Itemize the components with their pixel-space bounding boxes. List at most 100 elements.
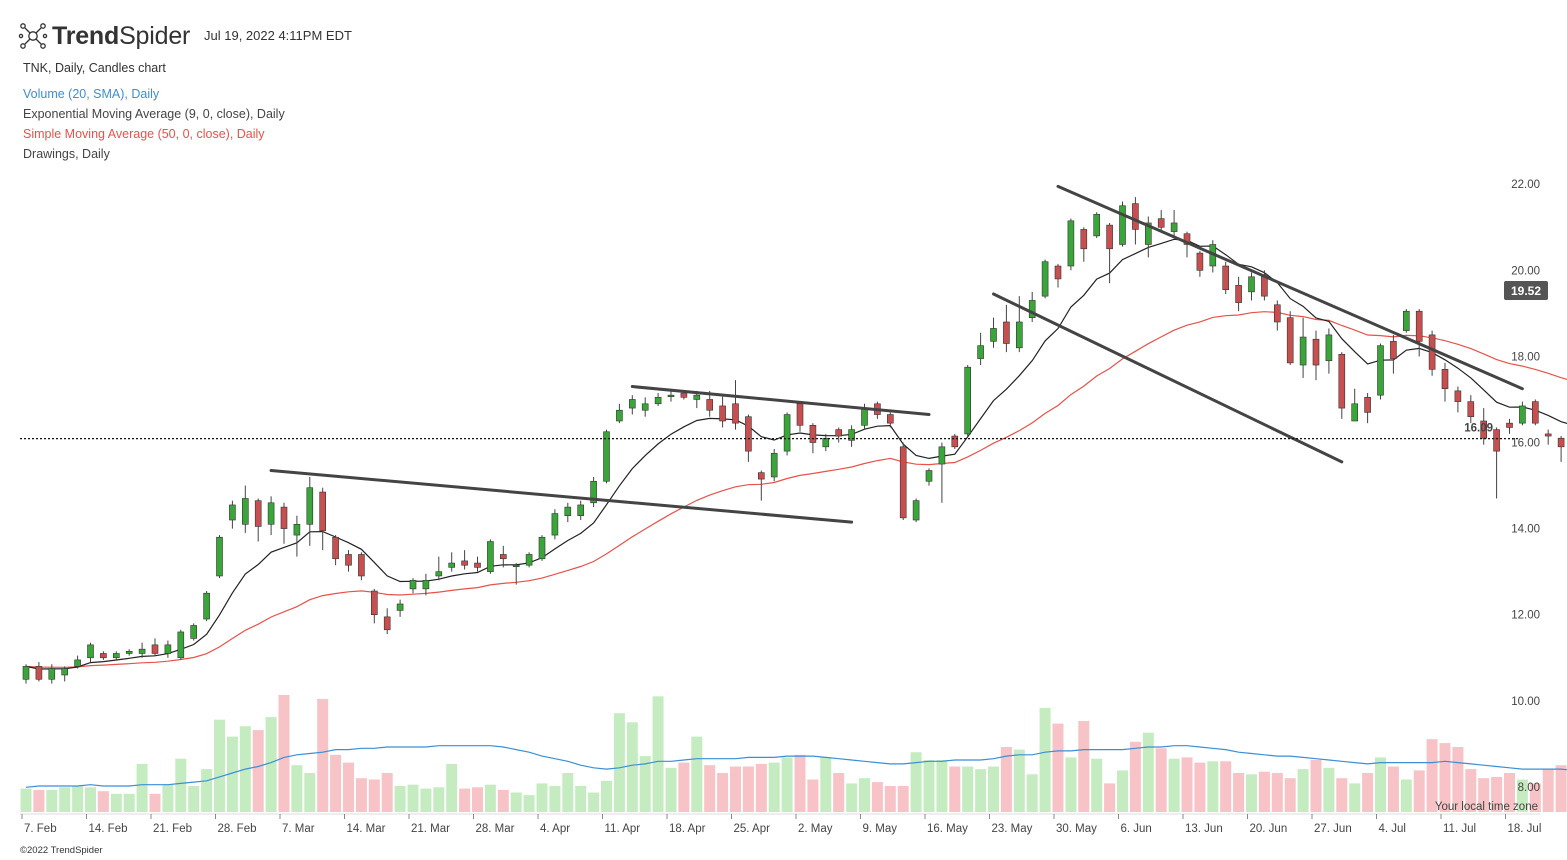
candle[interactable]	[1274, 300, 1281, 331]
candle[interactable]	[1454, 386, 1462, 413]
candle[interactable]	[1028, 291, 1036, 322]
candle[interactable]	[61, 666, 69, 682]
candle[interactable]	[628, 395, 636, 415]
candle[interactable]	[461, 550, 468, 570]
candle[interactable]	[216, 535, 223, 579]
candle[interactable]	[1544, 429, 1552, 445]
candle[interactable]	[590, 476, 597, 508]
candle[interactable]	[1080, 227, 1088, 262]
candle[interactable]	[757, 470, 765, 501]
candle[interactable]	[1299, 317, 1307, 378]
candle[interactable]	[383, 608, 391, 635]
candle[interactable]	[796, 401, 804, 432]
candle[interactable]	[1222, 261, 1229, 294]
candle[interactable]	[293, 515, 301, 557]
candle[interactable]	[512, 563, 520, 585]
candle[interactable]	[654, 393, 662, 406]
trend-line[interactable]	[992, 292, 1344, 464]
candle[interactable]	[1093, 212, 1100, 239]
candle[interactable]	[358, 552, 365, 581]
candle[interactable]	[1403, 309, 1410, 333]
candle[interactable]	[990, 317, 997, 348]
candle[interactable]	[125, 649, 133, 656]
candle[interactable]	[719, 395, 726, 428]
candle[interactable]	[732, 380, 739, 430]
candle[interactable]	[1041, 259, 1049, 299]
candle[interactable]	[203, 591, 210, 622]
candle[interactable]	[422, 573, 430, 596]
candle[interactable]	[332, 535, 339, 566]
candle[interactable]	[151, 638, 159, 656]
candle[interactable]	[254, 498, 262, 542]
candle[interactable]	[1557, 436, 1565, 462]
candle[interactable]	[499, 545, 507, 568]
candle[interactable]	[616, 403, 623, 424]
candle[interactable]	[912, 498, 920, 523]
candle[interactable]	[1312, 330, 1320, 381]
trend-line[interactable]	[269, 469, 854, 524]
legend-sma[interactable]: Simple Moving Average (50, 0, close), Da…	[23, 127, 265, 141]
candle[interactable]	[577, 500, 585, 521]
candle[interactable]	[1415, 309, 1423, 357]
candle[interactable]	[345, 550, 352, 572]
candle[interactable]	[190, 623, 197, 641]
candle[interactable]	[242, 485, 249, 533]
candle[interactable]	[409, 578, 417, 594]
candle[interactable]	[525, 552, 533, 568]
legend-drawings[interactable]: Drawings, Daily	[23, 147, 110, 161]
candle[interactable]	[487, 539, 494, 574]
candle[interactable]	[1003, 304, 1010, 353]
candle[interactable]	[1183, 231, 1191, 258]
candle[interactable]	[35, 662, 43, 682]
candle[interactable]	[1196, 250, 1204, 277]
candle[interactable]	[1467, 395, 1475, 424]
candle[interactable]	[1119, 201, 1126, 247]
candle[interactable]	[164, 640, 172, 658]
candle[interactable]	[835, 427, 843, 443]
candle[interactable]	[448, 552, 456, 572]
candle[interactable]	[177, 629, 185, 660]
candle[interactable]	[1286, 311, 1294, 366]
candle[interactable]	[783, 412, 791, 456]
trend-line[interactable]	[630, 385, 931, 417]
candle[interactable]	[113, 651, 120, 660]
candle[interactable]	[1377, 343, 1384, 400]
candle[interactable]	[551, 509, 559, 540]
candle[interactable]	[1325, 328, 1333, 374]
candle[interactable]	[138, 642, 146, 658]
legend-title[interactable]: TNK, Daily, Candles chart	[23, 61, 166, 75]
candle[interactable]	[1145, 216, 1152, 258]
candle[interactable]	[886, 412, 894, 428]
legend-volume[interactable]: Volume (20, SMA), Daily	[23, 87, 160, 101]
candle[interactable]	[564, 502, 572, 523]
candle[interactable]	[1248, 272, 1255, 301]
candle[interactable]	[1170, 210, 1178, 239]
candle[interactable]	[1364, 393, 1371, 424]
candle[interactable]	[641, 397, 649, 417]
candle[interactable]	[1157, 210, 1165, 232]
candle[interactable]	[1441, 362, 1449, 402]
candle[interactable]	[770, 448, 778, 482]
candle[interactable]	[1532, 399, 1539, 426]
candle[interactable]	[22, 664, 30, 684]
candle[interactable]	[396, 599, 404, 617]
candle[interactable]	[100, 651, 107, 660]
candle[interactable]	[603, 429, 610, 484]
candle[interactable]	[229, 500, 236, 529]
candle[interactable]	[1351, 388, 1358, 422]
candle[interactable]	[964, 365, 972, 437]
candle[interactable]	[1054, 263, 1062, 288]
candle[interactable]	[538, 535, 546, 561]
candle[interactable]	[899, 442, 907, 521]
candle[interactable]	[306, 476, 314, 546]
candle[interactable]	[1519, 401, 1526, 426]
candle[interactable]	[370, 588, 378, 624]
candle[interactable]	[1338, 352, 1346, 419]
candle[interactable]	[977, 332, 984, 366]
candle[interactable]	[1428, 330, 1436, 376]
candle[interactable]	[1067, 218, 1075, 271]
candle[interactable]	[951, 433, 959, 449]
candle[interactable]	[822, 433, 830, 452]
candle[interactable]	[925, 468, 933, 486]
